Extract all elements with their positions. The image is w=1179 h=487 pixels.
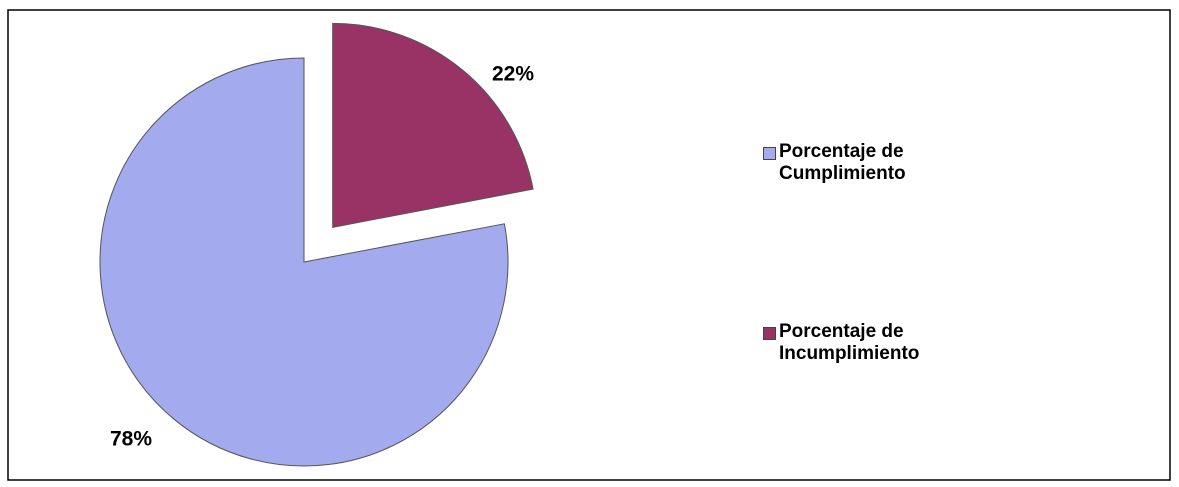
legend-entry: Porcentaje de Incumplimiento (763, 321, 963, 365)
legend-swatch (763, 147, 776, 160)
legend-swatch (763, 327, 776, 340)
legend-label: Porcentaje de Incumplimiento (779, 321, 920, 364)
pie-slice (332, 22, 534, 228)
pie-slice (99, 57, 509, 467)
data-label: 78% (110, 428, 152, 451)
legend-label: Porcentaje de Cumplimiento (779, 141, 906, 184)
legend-entry: Porcentaje de Cumplimiento (763, 141, 963, 185)
data-label: 22% (492, 63, 534, 86)
